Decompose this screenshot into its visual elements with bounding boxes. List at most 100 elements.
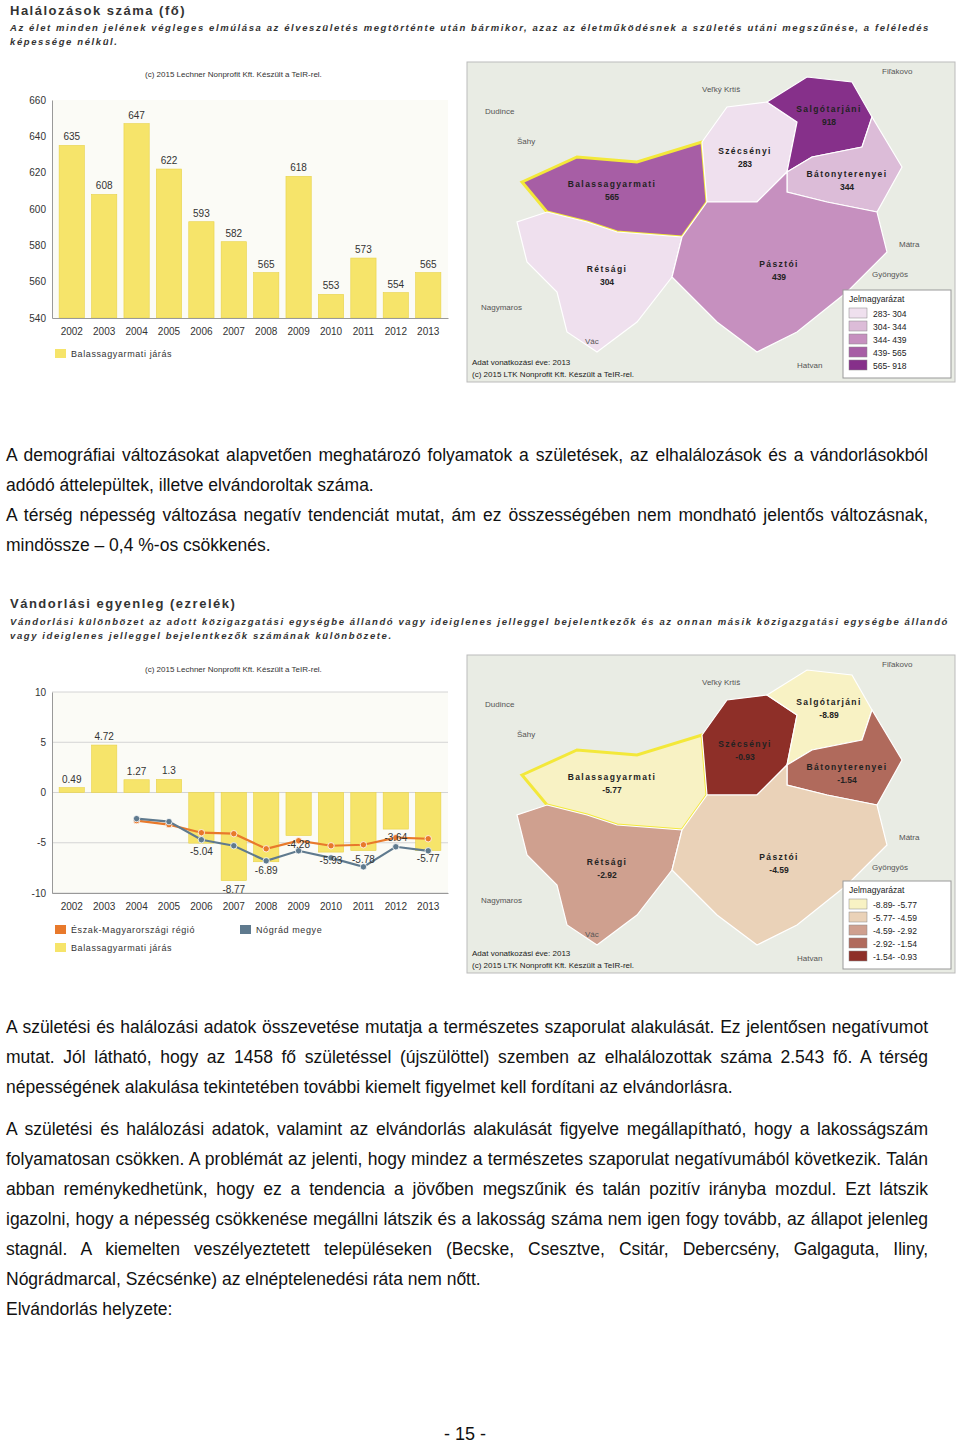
x-tick-label: 2012 — [385, 901, 408, 912]
map-legend-swatch — [849, 321, 867, 331]
x-tick-label: 2004 — [125, 326, 148, 337]
y-tick-label: 10 — [35, 687, 47, 698]
data-label: -5.78 — [352, 854, 375, 865]
legend-item: Balassagyarmati járás — [55, 349, 172, 359]
data-label: -6.89 — [255, 865, 278, 876]
map-region-name: Szécsényi — [718, 739, 772, 749]
map-place: Fiľakovo — [882, 660, 913, 669]
bar — [254, 273, 279, 318]
map-region-name: Szécsényi — [718, 146, 772, 156]
x-tick-label: 2004 — [125, 901, 148, 912]
x-tick-label: 2013 — [417, 326, 440, 337]
map-place: Hatvan — [797, 361, 822, 370]
plot-area — [52, 100, 448, 318]
data-label: 1.27 — [127, 766, 147, 777]
data-label: 1.3 — [162, 765, 176, 776]
data-label: 618 — [290, 162, 307, 173]
y-tick: -5 — [37, 837, 52, 848]
map-legend-label: 304- 344 — [873, 322, 907, 332]
line-marker — [360, 864, 366, 870]
map-legend-swatch — [849, 951, 867, 961]
y-tick-label: 580 — [29, 240, 46, 251]
y-tick: 5 — [40, 737, 52, 748]
legend-label: Észak-Magyarországi régió — [71, 925, 195, 935]
map-legend-swatch — [849, 899, 867, 909]
map-legend-swatch — [849, 360, 867, 370]
x-tick: 2002 — [61, 318, 84, 337]
x-tick-label: 2013 — [417, 901, 440, 912]
bar — [416, 273, 441, 318]
map-region-name: Balassagyarmati — [568, 772, 657, 782]
data-label: -5.93 — [320, 855, 343, 866]
legend-label: Balassagyarmati járás — [71, 349, 172, 359]
legend-swatch — [55, 925, 66, 934]
line-marker — [133, 815, 139, 821]
bar — [59, 788, 84, 793]
line — [137, 819, 429, 867]
paragraph: A demográfiai változásokat alapvetően me… — [6, 440, 928, 500]
x-tick: 2013 — [417, 318, 440, 337]
x-tick: 2010 — [320, 318, 343, 337]
map-region-value: -8.89 — [819, 710, 839, 720]
x-tick: 2003 — [93, 318, 116, 337]
map-note: Adat vonatkozási éve: 2013 — [472, 949, 571, 958]
bar — [124, 780, 149, 793]
map-source: (c) 2015 LTK Nonprofit Kft. Készült a Te… — [472, 370, 634, 379]
y-tick: 540 — [29, 313, 52, 324]
bar — [221, 242, 246, 318]
bar — [92, 745, 117, 792]
line-marker — [360, 842, 366, 848]
x-tick: 2006 — [190, 318, 213, 337]
x-tick: 2009 — [287, 893, 310, 912]
x-tick-label: 2002 — [61, 901, 84, 912]
data-label: 635 — [63, 131, 80, 142]
line — [137, 821, 429, 849]
map-region — [672, 172, 887, 352]
x-axis-line — [53, 893, 449, 894]
map-place: Hatvan — [797, 954, 822, 963]
map-region-name: Balassagyarmati — [568, 179, 657, 189]
bar — [351, 258, 376, 318]
map-region-name: Bátonyterenyei — [806, 762, 887, 772]
map-place: Mátra — [899, 240, 920, 249]
map-region-value: 918 — [822, 117, 836, 127]
legend-swatch — [240, 925, 251, 934]
grid-line — [52, 692, 448, 693]
page-canvas: (c) 2015 Lechner Nonprofit Kft. Készült … — [0, 0, 960, 1446]
x-tick: 2003 — [93, 893, 116, 912]
chart: (c) 2015 Lechner Nonprofit Kft. Készült … — [32, 665, 449, 953]
map-region-value: 439 — [772, 272, 786, 282]
bar — [221, 793, 246, 881]
plot-area — [52, 692, 448, 893]
plot-marks — [59, 745, 441, 881]
x-tick: 2005 — [158, 318, 181, 337]
chart-title: Halálozások száma (fő) — [10, 3, 186, 18]
paragraph: Elvándorlás helyzete: — [6, 1294, 928, 1324]
map-legend-label: 344- 439 — [873, 335, 907, 345]
x-tick-label: 2005 — [158, 326, 181, 337]
x-tick-label: 2002 — [61, 326, 84, 337]
x-tick-label: 2009 — [287, 901, 310, 912]
y-tick-label: 560 — [29, 276, 46, 287]
map-legend-swatch — [849, 347, 867, 357]
map-legend-label: -4.59- -2.92 — [873, 926, 917, 936]
y-tick-label: 660 — [29, 95, 46, 106]
chart-subtitle: Az élet minden jelének végleges elmúlása… — [10, 21, 950, 49]
x-tick-label: 2011 — [353, 326, 375, 337]
map-legend-title: Jelmagyarázat — [849, 885, 905, 895]
data-label: 565 — [420, 259, 437, 270]
map-legend-label: -2.92- -1.54 — [873, 939, 917, 949]
map-place: Veľký Krtíš — [702, 85, 740, 94]
map-region-name: Bátonyterenyei — [806, 169, 887, 179]
line-marker — [263, 858, 269, 864]
y-tick: 10 — [35, 687, 52, 698]
map-region-value: -5.77 — [602, 785, 622, 795]
map-region-value: 283 — [738, 159, 752, 169]
chart-source: (c) 2015 Lechner Nonprofit Kft. Készült … — [145, 665, 322, 674]
data-label: 554 — [387, 279, 404, 290]
paragraph: A születési és halálozási adatok, valami… — [6, 1114, 928, 1294]
map-legend-swatch — [849, 334, 867, 344]
map-legend-swatch — [849, 938, 867, 948]
map-region-name: Rétsági — [587, 264, 628, 274]
map-place: Dudince — [485, 107, 515, 116]
